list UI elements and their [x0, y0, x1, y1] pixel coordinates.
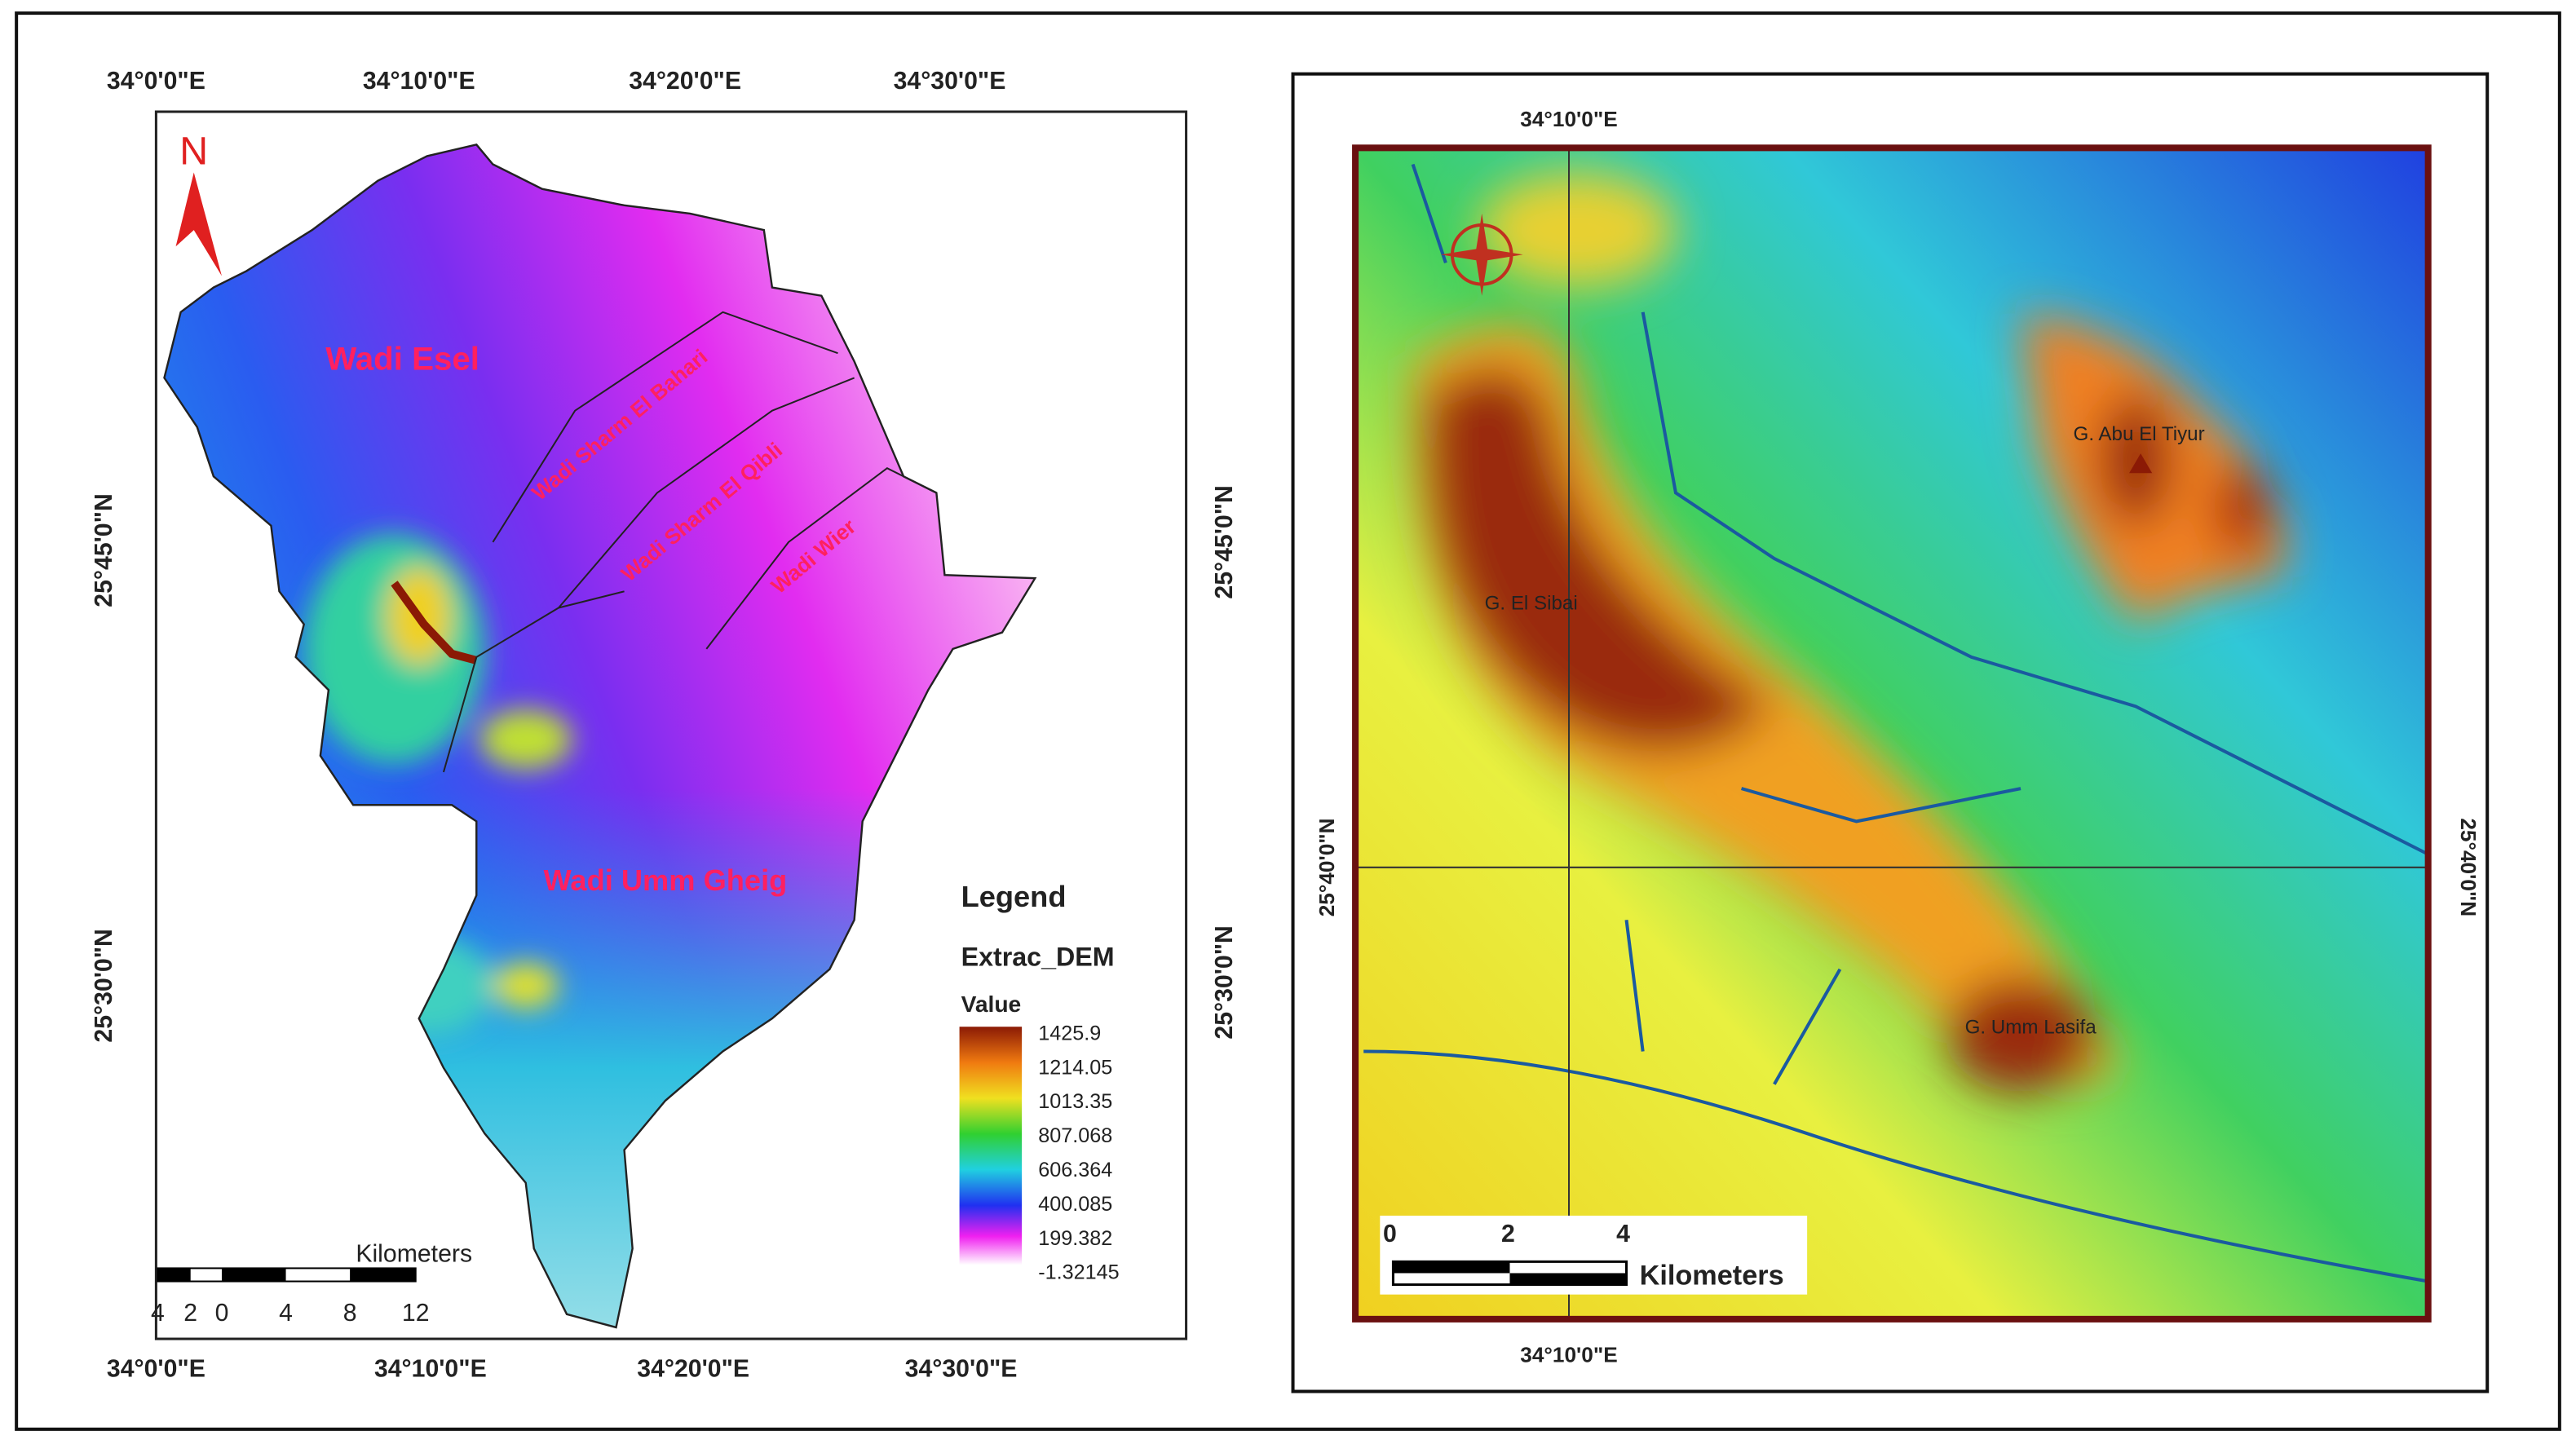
- dem-right: [1355, 148, 2428, 1319]
- scale-tick-label: 4: [1616, 1221, 1630, 1247]
- right-coord-label: 25°45'0"N: [1211, 485, 1238, 598]
- dem-highs: [1411, 172, 2287, 1093]
- legend-value: 400.085: [1038, 1193, 1112, 1216]
- outer-border: [15, 11, 2561, 1431]
- legend-title: Legend: [961, 880, 1067, 913]
- legend-value: 199.382: [1038, 1227, 1112, 1250]
- scale-seg: [350, 1268, 416, 1282]
- scale-tick-label: 4: [151, 1300, 165, 1327]
- dem-surface: [1355, 148, 2428, 1319]
- left-scale-bar: [157, 1267, 417, 1283]
- dem-blob: [1427, 368, 1774, 753]
- dem-blob: [1946, 977, 2095, 1093]
- place-label: G. Umm Lasifa: [1965, 1016, 2097, 1038]
- dem-blob: [479, 709, 572, 769]
- legend-value: 1013.35: [1038, 1090, 1112, 1113]
- compass-rose: [1440, 213, 1523, 296]
- scale-seg: [1393, 1261, 1510, 1274]
- legend-value: 807.068: [1038, 1124, 1112, 1147]
- scale-seg: [1509, 1273, 1627, 1285]
- scale-tick-label: 4: [279, 1300, 293, 1327]
- scale-unit: Kilometers: [1640, 1261, 1784, 1292]
- dem-blob: [2212, 463, 2273, 555]
- dem-blob: [1478, 172, 1676, 288]
- scale-tick-label: 12: [402, 1300, 430, 1327]
- ridge: [391, 581, 478, 665]
- scale-tick-label: 8: [343, 1300, 357, 1327]
- scale-tick-label: 2: [183, 1300, 197, 1327]
- legend-field: Value: [961, 991, 1022, 1017]
- scale-seg: [157, 1268, 191, 1282]
- left-coord-label: 25°40'0"N: [1315, 818, 1339, 916]
- bottom-coord-label: 34°0'0"E: [107, 1355, 205, 1382]
- legend-value: 606.364: [1038, 1159, 1112, 1181]
- scale-unit: Kilometers: [356, 1240, 472, 1267]
- right-coord-label: 25°30'0"N: [1211, 925, 1238, 1039]
- place-label: Wadi Umm Gheig: [544, 863, 788, 897]
- dem-blob: [303, 533, 485, 764]
- right-coord-label: 25°40'0"N: [2456, 818, 2481, 916]
- legend-layer: Extrac_DEM: [961, 943, 1115, 972]
- top-coord-label: 34°10'0"E: [1520, 107, 1617, 131]
- dem-blob: [493, 962, 559, 1009]
- north-label: N: [179, 129, 208, 173]
- top-coord-label: 34°10'0"E: [363, 68, 475, 95]
- legend-color-bar: [959, 1027, 1023, 1265]
- top-coord-label: 34°30'0"E: [894, 68, 1006, 95]
- place-label: G. Abu El Tiyur: [2074, 423, 2205, 445]
- scale-tick-label: 0: [1383, 1221, 1397, 1247]
- place-label: G. El Sibai: [1485, 592, 1578, 614]
- bottom-coord-label: 34°10'0"E: [1520, 1342, 1617, 1367]
- right-map-border: [1352, 144, 2432, 1323]
- peak-marker: [2129, 453, 2153, 474]
- dem-blob: [2099, 394, 2172, 526]
- left-coord-label: 25°30'0"N: [91, 929, 117, 1042]
- north-arrow: [175, 172, 222, 276]
- left-coord-label: 25°45'0"N: [91, 493, 117, 607]
- scale-seg: [221, 1268, 286, 1282]
- top-coord-label: 34°20'0"E: [629, 68, 741, 95]
- streams: [1363, 163, 2428, 1283]
- legend-value: -1.32145: [1038, 1261, 1119, 1284]
- legend-value: 1214.05: [1038, 1056, 1112, 1079]
- place-label: Wadi Esel: [325, 340, 479, 377]
- scale-tick-label: 2: [1501, 1221, 1515, 1247]
- scale-tick-label: 0: [215, 1300, 229, 1327]
- bottom-coord-label: 34°20'0"E: [637, 1355, 749, 1382]
- legend-value: 1425.9: [1038, 1022, 1101, 1044]
- bottom-coord-label: 34°10'0"E: [374, 1355, 487, 1382]
- top-coord-label: 34°0'0"E: [107, 68, 205, 95]
- bottom-coord-label: 34°30'0"E: [905, 1355, 1018, 1382]
- subbasin-boundaries: [442, 311, 937, 773]
